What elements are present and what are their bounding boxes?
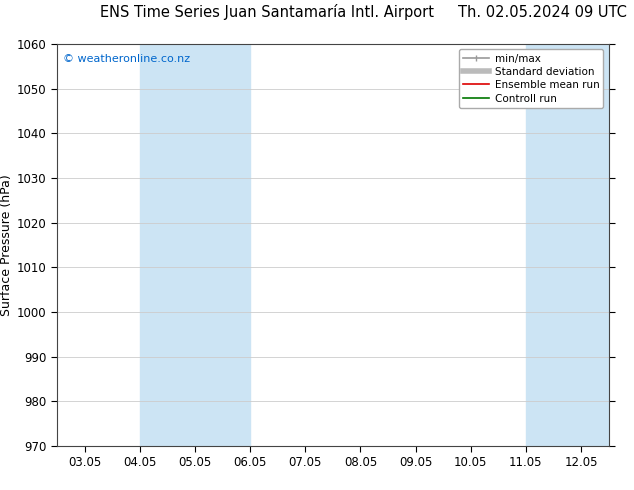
Legend: min/max, Standard deviation, Ensemble mean run, Controll run: min/max, Standard deviation, Ensemble me… (459, 49, 604, 108)
Text: Th. 02.05.2024 09 UTC: Th. 02.05.2024 09 UTC (458, 4, 627, 20)
Bar (526, 44, 609, 446)
Text: ENS Time Series Juan Santamaría Intl. Airport: ENS Time Series Juan Santamaría Intl. Ai… (100, 3, 434, 20)
Bar (139, 44, 250, 446)
Y-axis label: Surface Pressure (hPa): Surface Pressure (hPa) (0, 174, 13, 316)
Text: © weatheronline.co.nz: © weatheronline.co.nz (63, 54, 190, 64)
